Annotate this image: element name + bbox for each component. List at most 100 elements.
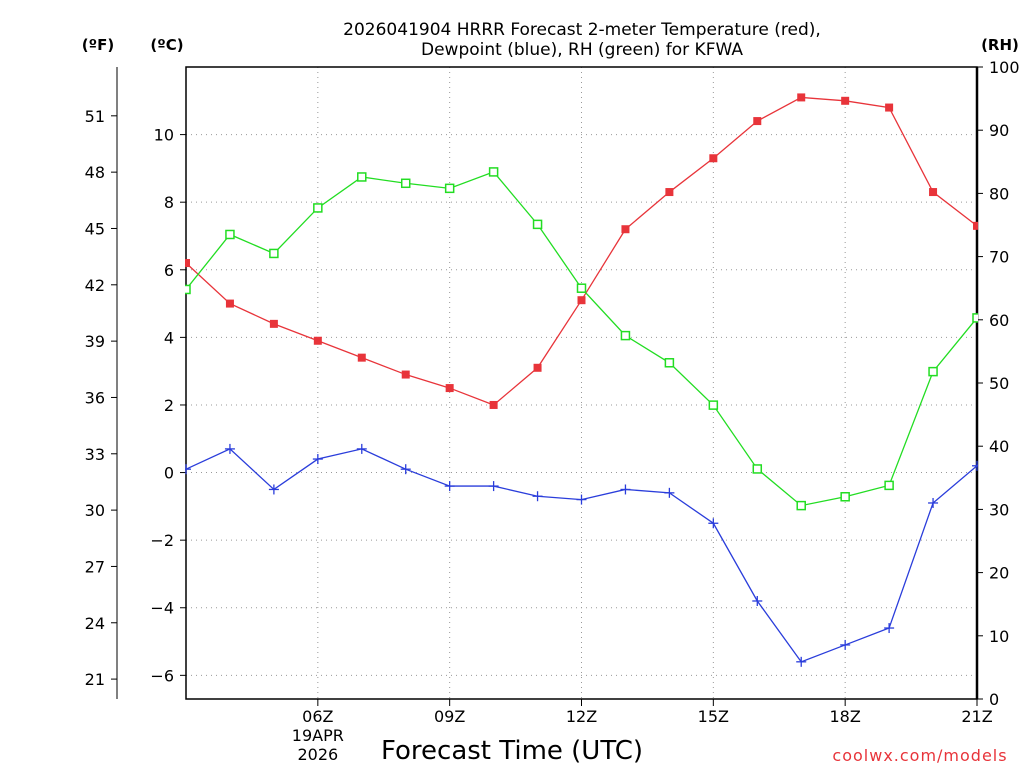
rh-tick-label: 20	[989, 564, 1009, 583]
data-point	[797, 93, 806, 102]
data-point	[313, 336, 322, 345]
data-point	[752, 464, 763, 474]
data-point	[576, 494, 587, 505]
grid-lines	[186, 67, 978, 699]
series-layer	[185, 93, 1024, 667]
data-point	[972, 460, 978, 471]
fahrenheit-tick-label: 45	[85, 219, 105, 238]
data-point	[488, 167, 499, 177]
data-point	[1016, 434, 1024, 444]
celsius-tick-label: 4	[164, 328, 174, 347]
data-point	[665, 188, 674, 197]
x-tick-label: 12Z	[566, 707, 597, 726]
celsius-tick-label: −6	[150, 666, 174, 685]
chart-title-line2: Dewpoint (blue), RH (green) for KFWA	[421, 40, 743, 60]
rh-tick-label: 10	[989, 627, 1009, 646]
data-point	[576, 283, 587, 293]
data-point	[532, 219, 543, 230]
data-point	[708, 400, 719, 410]
chart-title-line1: 2026041904 HRRR Forecast 2-meter Tempera…	[343, 20, 821, 40]
data-point	[709, 154, 718, 163]
data-point	[185, 284, 191, 295]
data-point	[796, 656, 807, 667]
fahrenheit-tick-label: 21	[85, 670, 105, 689]
data-point	[489, 400, 498, 409]
data-point	[357, 353, 366, 362]
celsius-tick-label: 8	[164, 193, 174, 212]
data-point	[972, 313, 978, 323]
data-point	[752, 595, 763, 606]
data-point	[356, 443, 367, 454]
series-line	[185, 448, 978, 663]
data-point	[444, 183, 455, 194]
data-point	[185, 464, 191, 475]
data-point	[664, 487, 675, 498]
data-point	[268, 484, 279, 495]
celsius-tick-label: 2	[164, 396, 174, 415]
watermark: coolwx.com/models	[832, 746, 1007, 765]
x-tick-label: 18Z	[830, 707, 861, 726]
celsius-tick-label: −2	[150, 531, 174, 550]
data-point	[884, 480, 894, 491]
rh-tick-label: 30	[989, 500, 1009, 519]
series-relative-humidity	[185, 167, 1024, 511]
data-point	[664, 358, 675, 368]
x-tick-year: 2026	[297, 745, 338, 764]
celsius-tick-label: 0	[164, 464, 174, 483]
data-point	[225, 229, 235, 240]
x-tick-label: 09Z	[434, 707, 465, 726]
data-point	[225, 299, 234, 308]
data-point	[928, 366, 938, 377]
data-point	[1017, 249, 1024, 257]
data-point	[400, 464, 411, 475]
series-line	[185, 171, 978, 507]
fahrenheit-tick-label: 42	[85, 276, 105, 295]
data-point	[444, 481, 455, 492]
fahrenheit-tick-label: 48	[85, 163, 105, 182]
data-point	[928, 497, 939, 508]
series-dewpoint	[185, 434, 1024, 667]
rh-tick-label: 90	[989, 121, 1009, 140]
data-point	[401, 370, 410, 379]
data-point	[796, 500, 806, 511]
data-point	[621, 225, 630, 234]
data-point	[357, 172, 367, 182]
fahrenheit-tick-label: 30	[85, 501, 105, 520]
celsius-tick-label: −4	[150, 599, 174, 618]
data-point	[533, 363, 542, 372]
data-point	[840, 639, 851, 650]
fahrenheit-tick-label: 24	[85, 614, 105, 633]
rh-tick-label: 40	[989, 437, 1009, 456]
x-tick-date: 19APR	[292, 726, 344, 745]
celsius-tick-label: 10	[154, 126, 174, 145]
x-tick-label: 06Z	[302, 707, 333, 726]
data-point	[620, 484, 631, 495]
data-point	[708, 518, 719, 529]
data-point	[929, 188, 938, 197]
data-point	[445, 384, 454, 393]
data-point	[224, 443, 235, 454]
x-axis-label: Forecast Time (UTC)	[381, 736, 643, 766]
data-point	[577, 296, 586, 305]
fahrenheit-tick-label: 39	[85, 332, 105, 351]
rh-tick-label: 60	[989, 311, 1009, 330]
x-tick-label: 15Z	[698, 707, 729, 726]
data-point	[312, 454, 323, 465]
axes	[111, 66, 983, 706]
data-point	[753, 117, 762, 126]
data-point	[313, 203, 323, 213]
celsius-tick-label: 6	[164, 261, 174, 280]
celsius-unit-label: (ºC)	[150, 36, 183, 54]
data-point	[885, 103, 894, 112]
rh-tick-label: 100	[989, 58, 1020, 77]
fahrenheit-tick-label: 36	[85, 388, 105, 407]
data-point	[185, 259, 190, 268]
rh-unit-label: (RH)	[981, 36, 1019, 54]
data-point	[840, 492, 850, 502]
data-point	[1017, 291, 1024, 299]
rh-tick-label: 50	[989, 374, 1009, 393]
series-line	[185, 96, 978, 406]
x-tick-label: 21Z	[961, 707, 992, 726]
